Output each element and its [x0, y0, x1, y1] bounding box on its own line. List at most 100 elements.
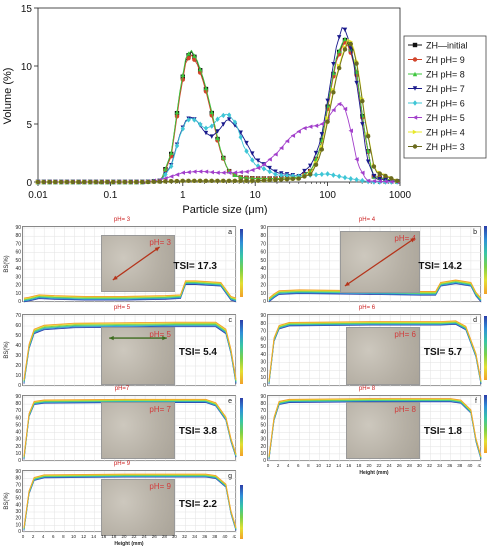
data-point [221, 170, 226, 175]
data-point [209, 123, 214, 129]
data-point [169, 174, 174, 179]
data-point [53, 179, 58, 185]
panel-y-tick-label: 10 [260, 291, 266, 297]
data-point [192, 178, 197, 184]
panel-y-tick-label: 0 [263, 299, 266, 304]
panel-y-tick-label: 50 [260, 344, 266, 350]
panel-y-tick-label: 80 [15, 476, 21, 482]
panel-y-tick-label: 50 [260, 258, 266, 264]
panel-x-tick-label: 28 [407, 463, 413, 468]
data-point [261, 166, 267, 172]
data-point [365, 148, 371, 153]
data-point [296, 176, 301, 181]
tsi-value: TSI= 2.2 [178, 498, 217, 510]
panel-x-tick-label: 26 [152, 534, 158, 539]
data-point [354, 61, 359, 66]
data-point [371, 164, 377, 169]
data-point [87, 179, 93, 185]
data-point [250, 157, 255, 163]
data-point [180, 170, 185, 175]
data-point [308, 163, 313, 168]
data-point [250, 167, 255, 173]
panel-y-tick-label: 60 [15, 323, 21, 329]
data-point [203, 169, 209, 174]
microscope-photo-e: pH= 7 [101, 402, 175, 459]
panel-x-tick-label: 40 [222, 534, 228, 539]
data-point [394, 178, 400, 183]
y-tick-label: 15 [21, 4, 33, 15]
time-colorbar [240, 398, 243, 456]
data-point [331, 90, 336, 95]
panel-y-tick-label: 40 [15, 266, 21, 272]
data-point [93, 179, 99, 185]
legend-box [403, 35, 487, 159]
data-point [267, 177, 272, 183]
data-point [319, 147, 325, 152]
data-point [267, 157, 272, 162]
data-point [186, 178, 191, 184]
legend-label: ZH pH= 9 [426, 55, 465, 65]
data-point [197, 66, 203, 72]
legend-entry: ZH—initial [408, 41, 468, 51]
data-point [244, 140, 249, 146]
data-point [360, 98, 365, 104]
panel-x-tick-label: 4 [42, 534, 45, 539]
microscope-photo-b: pH= 4 [340, 231, 420, 293]
legend-marker [412, 100, 418, 106]
data-point [70, 179, 75, 185]
data-point [325, 119, 330, 124]
data-point [244, 148, 249, 154]
legend-marker [412, 71, 418, 77]
x-tick-label: 10 [250, 190, 262, 201]
panel-y-tick-label: 20 [260, 444, 266, 450]
data-point [215, 170, 220, 175]
data-point [174, 143, 180, 149]
data-point [354, 157, 359, 162]
data-point [180, 178, 185, 184]
data-point [273, 152, 278, 157]
panel-title-b: pH= 4 [358, 217, 376, 223]
data-point [250, 151, 255, 156]
data-point [348, 128, 353, 133]
panel-title-c: pH= 5 [113, 305, 131, 311]
data-point [371, 173, 377, 179]
legend-label: ZH pH= 7 [426, 84, 465, 94]
panel-x-tick-label: 34 [192, 534, 198, 539]
data-point [163, 171, 168, 178]
data-point [145, 179, 151, 185]
panel-y-tick-label: 70 [15, 482, 21, 488]
data-point [302, 125, 307, 131]
particle-size-chart: 0 5 10 15 0.01 0.1 1 10 100 1000 Volume (%) Parti… [2, 4, 487, 215]
data-point [82, 179, 87, 185]
photo-ph-label: pH= 3 [149, 238, 171, 247]
panel-letter: e [228, 398, 232, 405]
data-point [203, 178, 209, 184]
panel-y-tick-label: 60 [15, 489, 21, 495]
data-point [319, 132, 325, 137]
panel-y-tick-label: 0 [18, 299, 21, 304]
data-point [215, 129, 220, 134]
data-point [226, 170, 232, 175]
panel-x-tick-label: 42 [477, 463, 481, 468]
panel-y-tick-label: 60 [260, 250, 266, 256]
data-point [35, 179, 41, 185]
legend-entry: ZH pH= 3 [408, 142, 465, 152]
panel-y-tick-label: 70 [15, 408, 21, 414]
time-colorbar [484, 395, 487, 453]
tsi-value: TSI= 17.3 [173, 261, 217, 273]
data-point [169, 163, 174, 169]
panel-x-tick-label: 20 [366, 463, 372, 468]
panel-y-tick-label: 30 [15, 274, 21, 280]
data-point [169, 150, 174, 156]
data-point [197, 178, 203, 184]
data-point [192, 53, 197, 58]
data-point [244, 169, 249, 174]
photo-ph-label: pH= 9 [149, 482, 171, 491]
panel-y-tick-label: 20 [15, 444, 21, 450]
data-point [336, 65, 342, 71]
panel-x-label: Height (mm) [359, 470, 389, 475]
panel-y-tick-label: 30 [260, 274, 266, 280]
